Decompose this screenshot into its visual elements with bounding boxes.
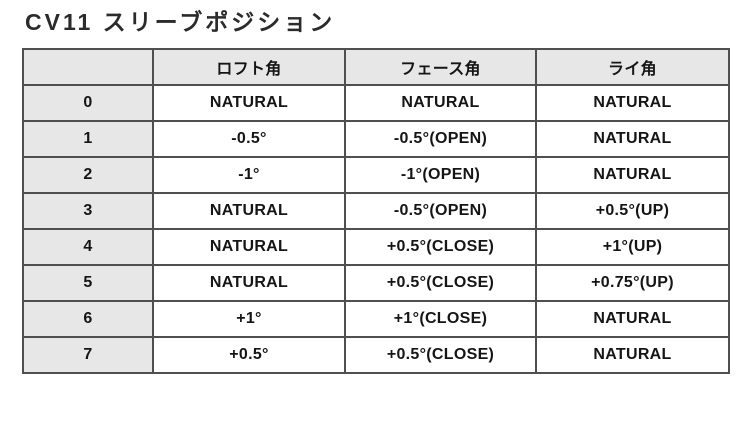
loft-value: +1°: [152, 300, 346, 338]
position-label: 7: [22, 336, 154, 374]
lie-value: +0.5°(UP): [535, 192, 730, 230]
lie-value: +1°(UP): [535, 228, 730, 266]
loft-value: NATURAL: [152, 192, 346, 230]
lie-value: NATURAL: [535, 156, 730, 194]
position-label: 2: [22, 156, 154, 194]
table-row: 6 +1° +1°(CLOSE) NATURAL: [22, 300, 730, 338]
table-row: 1 -0.5° -0.5°(OPEN) NATURAL: [22, 120, 730, 158]
table-row: 7 +0.5° +0.5°(CLOSE) NATURAL: [22, 336, 730, 374]
face-value: +0.5°(CLOSE): [344, 228, 537, 266]
lie-value: +0.75°(UP): [535, 264, 730, 302]
loft-value: NATURAL: [152, 264, 346, 302]
loft-value: NATURAL: [152, 228, 346, 266]
table-row: 2 -1° -1°(OPEN) NATURAL: [22, 156, 730, 194]
header-loft-angle: ロフト角: [152, 48, 346, 86]
position-label: 3: [22, 192, 154, 230]
face-value: NATURAL: [344, 84, 537, 122]
lie-value: NATURAL: [535, 120, 730, 158]
table-row: 5 NATURAL +0.5°(CLOSE) +0.75°(UP): [22, 264, 730, 302]
table-header-row: ロフト角 フェース角 ライ角: [22, 48, 730, 86]
loft-value: NATURAL: [152, 84, 346, 122]
lie-value: NATURAL: [535, 336, 730, 374]
face-value: +1°(CLOSE): [344, 300, 537, 338]
sleeve-position-table: ロフト角 フェース角 ライ角 0 NATURAL NATURAL NATURAL…: [22, 48, 730, 374]
face-value: -0.5°(OPEN): [344, 120, 537, 158]
page-title: CV11 スリーブポジション: [25, 9, 336, 35]
loft-value: -0.5°: [152, 120, 346, 158]
table-row: 0 NATURAL NATURAL NATURAL: [22, 84, 730, 122]
lie-value: NATURAL: [535, 84, 730, 122]
face-value: -1°(OPEN): [344, 156, 537, 194]
header-face-angle: フェース角: [344, 48, 537, 86]
position-label: 6: [22, 300, 154, 338]
face-value: +0.5°(CLOSE): [344, 264, 537, 302]
position-label: 0: [22, 84, 154, 122]
face-value: -0.5°(OPEN): [344, 192, 537, 230]
lie-value: NATURAL: [535, 300, 730, 338]
loft-value: +0.5°: [152, 336, 346, 374]
table-row: 4 NATURAL +0.5°(CLOSE) +1°(UP): [22, 228, 730, 266]
loft-value: -1°: [152, 156, 346, 194]
position-label: 5: [22, 264, 154, 302]
table-row: 3 NATURAL -0.5°(OPEN) +0.5°(UP): [22, 192, 730, 230]
face-value: +0.5°(CLOSE): [344, 336, 537, 374]
header-position: [22, 48, 154, 86]
position-label: 4: [22, 228, 154, 266]
position-label: 1: [22, 120, 154, 158]
header-lie-angle: ライ角: [535, 48, 730, 86]
